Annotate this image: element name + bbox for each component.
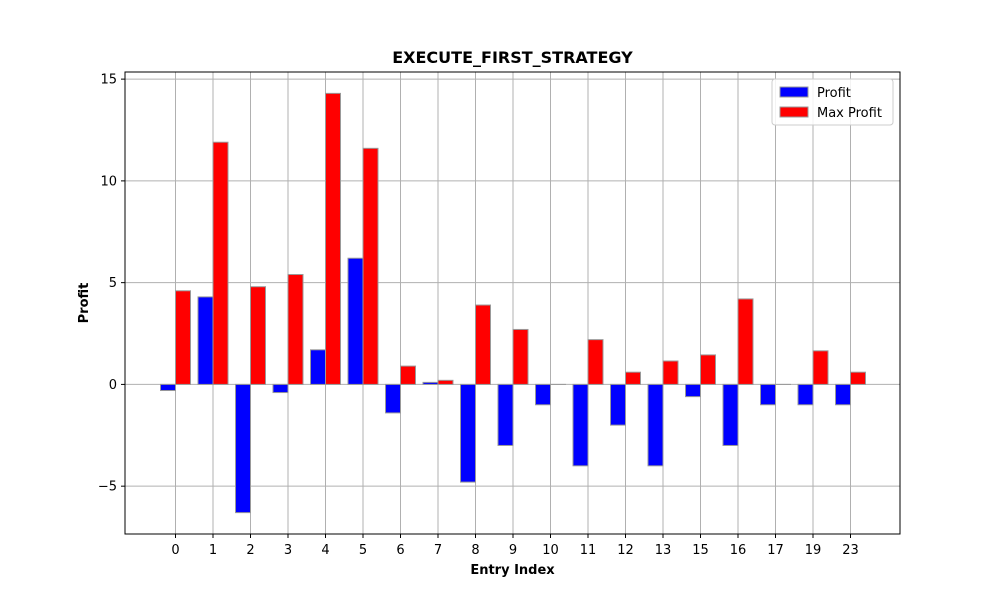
profit-bar <box>610 383 626 426</box>
y-tick-label: 15 <box>100 73 117 88</box>
legend: Profit Max Profit <box>771 78 894 126</box>
x-tick-label: 4 <box>321 543 329 558</box>
profit-bar <box>235 383 251 514</box>
profit-bar <box>497 383 514 446</box>
profit-bar <box>797 383 814 406</box>
max-profit-bar <box>475 304 491 385</box>
legend-swatch <box>779 86 809 98</box>
profit-bar <box>760 383 776 406</box>
profit-bar <box>460 383 476 483</box>
max-profit-bar <box>362 147 379 385</box>
profit-bar <box>685 383 701 398</box>
x-tick-label: 13 <box>655 543 672 558</box>
max-profit-bar <box>737 298 754 385</box>
profit-bar <box>160 383 176 392</box>
max-profit-bar <box>587 339 604 385</box>
max-profit-bar <box>437 379 454 385</box>
y-tick-label: 5 <box>109 276 117 291</box>
y-axis-ticks: −5 0 5 10 15 <box>98 73 125 495</box>
x-tick-label: 1 <box>209 543 217 558</box>
y-tick-label: 10 <box>100 174 117 189</box>
x-tick-label: 5 <box>359 543 367 558</box>
y-axis-label: Profit <box>77 283 92 324</box>
profit-bar <box>272 383 289 394</box>
x-tick-label: 3 <box>284 543 292 558</box>
profit-bar <box>647 383 664 467</box>
bars <box>160 92 866 514</box>
max-profit-bar <box>212 141 229 385</box>
max-profit-bar <box>700 354 716 385</box>
x-tick-label: 10 <box>542 543 559 558</box>
max-profit-bar <box>812 350 829 385</box>
profit-bar <box>347 257 364 385</box>
max-profit-bar <box>287 274 304 385</box>
max-profit-bar <box>175 290 191 385</box>
legend-label: Max Profit <box>817 106 882 121</box>
max-profit-bar <box>625 371 641 385</box>
max-profit-bar <box>325 92 341 385</box>
max-profit-bar <box>250 286 266 385</box>
x-tick-label: 6 <box>396 543 404 558</box>
x-tick-label: 19 <box>805 543 822 558</box>
x-tick-label: 2 <box>246 543 254 558</box>
profit-bar <box>310 349 326 385</box>
x-tick-label: 9 <box>509 543 517 558</box>
profit-bar <box>197 296 214 385</box>
x-tick-label: 0 <box>171 543 179 558</box>
profit-bar <box>535 383 551 406</box>
legend-swatch <box>779 106 809 118</box>
x-tick-label: 12 <box>617 543 634 558</box>
x-tick-label: 16 <box>730 543 747 558</box>
profit-bar <box>385 383 401 414</box>
profit-bar <box>722 383 739 446</box>
x-tick-label: 23 <box>842 543 859 558</box>
x-tick-label: 17 <box>767 543 784 558</box>
profit-bar <box>422 381 439 385</box>
y-tick-label: 0 <box>109 378 117 393</box>
max-profit-bar <box>512 328 529 385</box>
x-tick-label: 11 <box>580 543 597 558</box>
x-tick-label: 7 <box>434 543 442 558</box>
x-axis-ticks: 0 1 2 3 4 5 6 7 8 9 10 11 12 13 15 16 17 19 23 <box>171 534 859 558</box>
max-profit-bar <box>400 365 416 385</box>
x-tick-label: 8 <box>471 543 479 558</box>
x-axis-label: Entry Index <box>470 563 555 578</box>
legend-label: Profit <box>817 86 851 101</box>
max-profit-bar <box>850 371 866 385</box>
max-profit-bar <box>662 360 679 385</box>
profit-bar <box>572 383 589 467</box>
chart-title: EXECUTE_FIRST_STRATEGY <box>392 48 633 67</box>
profit-bar <box>835 383 851 406</box>
x-tick-label: 15 <box>692 543 709 558</box>
y-tick-label: −5 <box>98 480 117 495</box>
